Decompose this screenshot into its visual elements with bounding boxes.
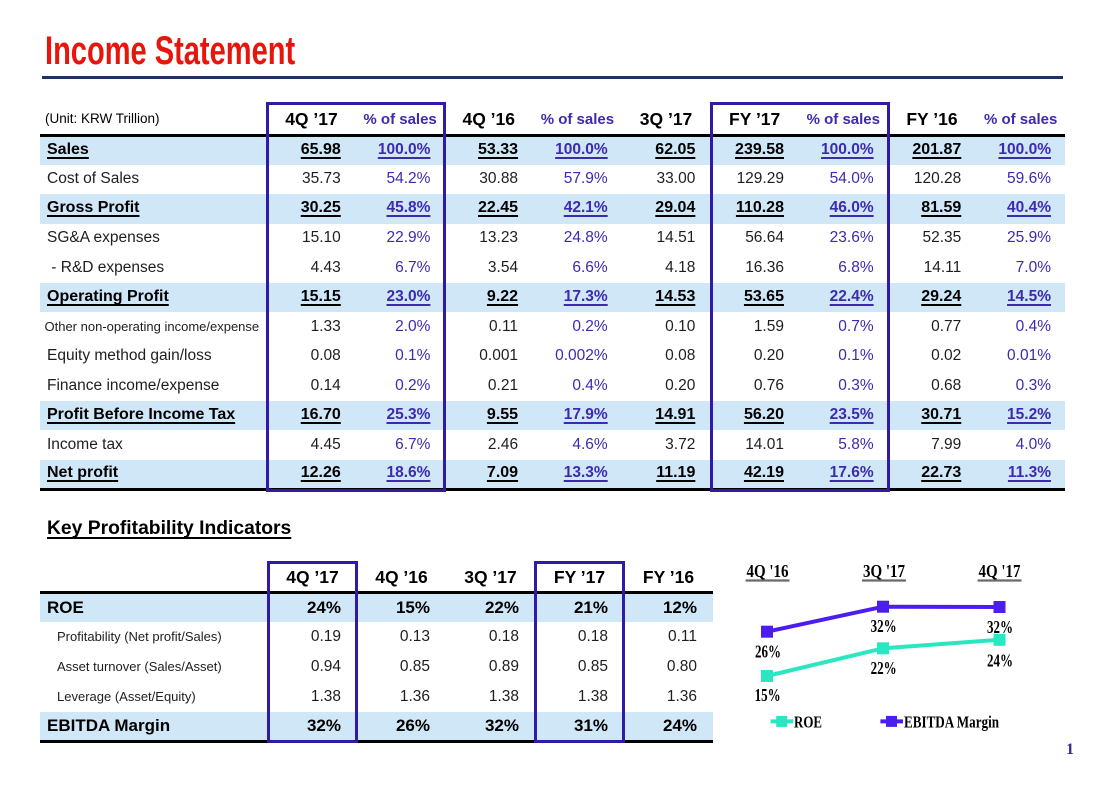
svg-text:26%: 26% <box>755 642 781 662</box>
svg-text:22%: 22% <box>871 658 897 678</box>
svg-text:EBITDA Margin: EBITDA Margin <box>904 712 999 731</box>
svg-text:3Q '17: 3Q '17 <box>863 561 905 581</box>
svg-text:4Q '17: 4Q '17 <box>979 561 1021 581</box>
svg-text:ROE: ROE <box>794 712 822 731</box>
svg-text:32%: 32% <box>871 616 897 636</box>
svg-text:32%: 32% <box>987 617 1013 637</box>
svg-text:24%: 24% <box>987 651 1013 671</box>
svg-text:15%: 15% <box>755 685 781 705</box>
svg-text:4Q '16: 4Q '16 <box>747 561 789 581</box>
